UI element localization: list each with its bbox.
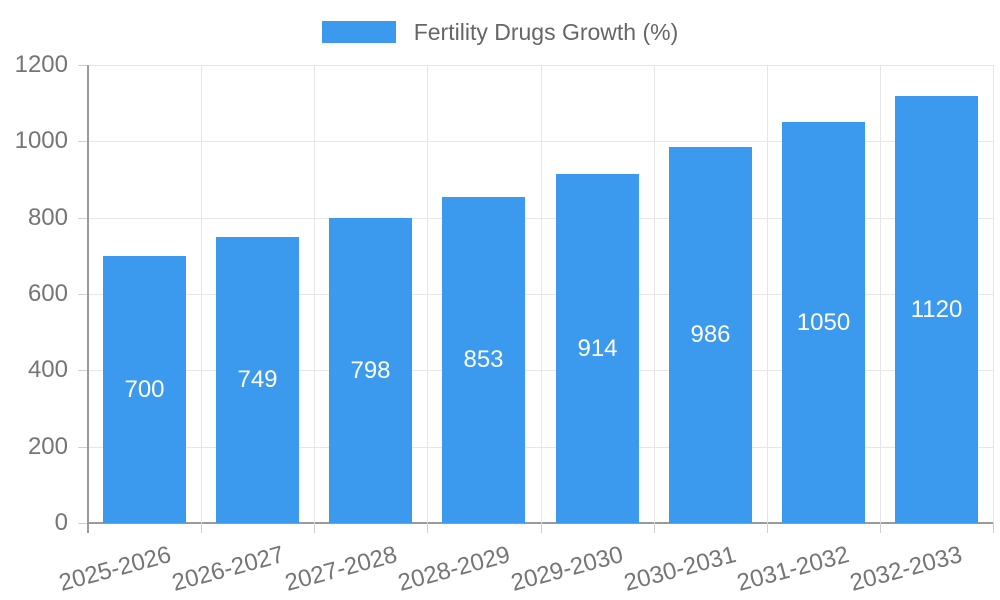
bar-value-label: 1120: [910, 295, 963, 323]
v-gridline: [993, 65, 994, 523]
v-gridline: [201, 65, 202, 523]
y-tick-mark: [78, 141, 88, 142]
legend-swatch-icon: [321, 21, 396, 43]
h-gridline: [88, 65, 993, 66]
bar-value-label: 798: [350, 356, 391, 384]
y-tick-label: 600: [27, 280, 68, 307]
v-gridline: [880, 65, 881, 523]
v-gridline: [427, 65, 428, 523]
x-tick-mark: [541, 523, 542, 533]
bar-value-label: 700: [124, 375, 165, 403]
bar-value-label: 749: [237, 366, 278, 393]
bar-value-label: 1050: [796, 308, 851, 336]
h-gridline: [88, 294, 993, 295]
bar-value-label: 986: [690, 321, 731, 348]
legend-label: Fertility Drugs Growth (%): [413, 19, 679, 45]
bar[interactable]: 1120: [895, 96, 978, 523]
x-tick-mark: [993, 523, 994, 533]
x-tick-mark: [767, 523, 768, 533]
y-tick-label: 800: [27, 204, 68, 231]
h-gridline: [88, 218, 993, 219]
y-tick-label: 200: [27, 433, 68, 460]
y-tick-mark: [78, 65, 88, 66]
h-gridline: [88, 141, 993, 142]
v-gridline: [767, 65, 768, 523]
x-tick-mark: [427, 523, 428, 533]
y-tick-label: 1200: [14, 51, 68, 78]
y-tick-mark: [78, 294, 88, 295]
bar[interactable]: 914: [556, 174, 639, 523]
y-tick-label: 0: [54, 509, 68, 536]
bar-value-label: 853: [463, 346, 504, 373]
bar[interactable]: 1050: [782, 122, 865, 523]
v-gridline: [314, 65, 315, 523]
x-tick-mark: [880, 523, 881, 533]
v-gridline: [654, 65, 655, 523]
bar[interactable]: 798: [329, 218, 412, 523]
y-tick-mark: [78, 523, 88, 524]
x-tick-mark: [201, 523, 202, 533]
y-tick-label: 1000: [14, 127, 68, 154]
y-tick-mark: [78, 370, 88, 371]
bar-value-label: 914: [577, 334, 618, 362]
bar[interactable]: 749: [216, 237, 299, 523]
bar[interactable]: 986: [669, 147, 752, 523]
bar[interactable]: 853: [442, 197, 525, 523]
legend-item[interactable]: Fertility Drugs Growth (%): [0, 18, 1000, 46]
x-tick-mark: [314, 523, 315, 533]
y-tick-label: 400: [27, 356, 68, 383]
y-axis-line: [87, 65, 89, 533]
y-tick-mark: [78, 218, 88, 219]
h-gridline: [88, 447, 993, 448]
x-axis-line: [88, 522, 993, 524]
x-tick-mark: [654, 523, 655, 533]
h-gridline: [88, 370, 993, 371]
v-gridline: [541, 65, 542, 523]
bar[interactable]: 700: [103, 256, 186, 523]
y-tick-mark: [78, 447, 88, 448]
